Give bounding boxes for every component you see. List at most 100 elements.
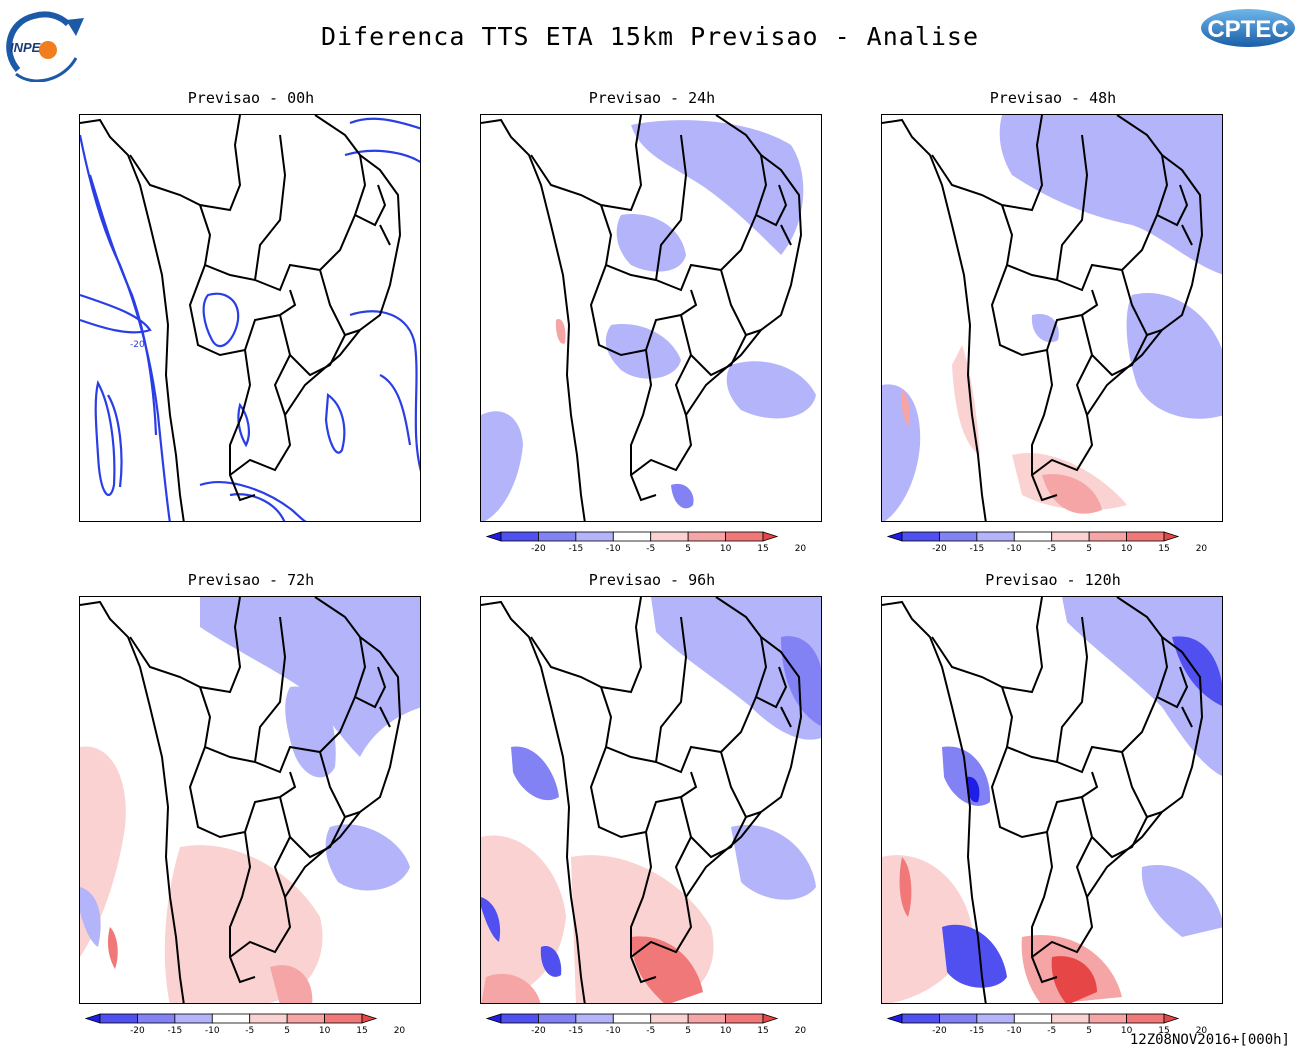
colorbar-tick-label: 5 bbox=[284, 1026, 290, 1036]
shaded-map-96h bbox=[481, 597, 821, 1003]
colorbar-bin bbox=[1126, 1013, 1165, 1024]
colorbar-bin bbox=[612, 531, 652, 542]
colorbar-bin bbox=[612, 1013, 652, 1024]
inpe-logo: INPE bbox=[4, 6, 92, 83]
colorbar-arrow-low bbox=[84, 1013, 101, 1024]
colorbar-tick-label: -15 bbox=[970, 1026, 985, 1036]
colorbar-tick-label: 15 bbox=[757, 544, 768, 554]
colorbar-tick-label: 15 bbox=[757, 1026, 768, 1036]
shaded-map-120h bbox=[882, 597, 1222, 1003]
colorbar-tick-label: 10 bbox=[319, 1026, 331, 1036]
colorbar-tick-label: 15 bbox=[1158, 544, 1169, 554]
colorbar-tick-label: -20 bbox=[531, 1026, 546, 1036]
colorbar-arrow-low bbox=[485, 1013, 502, 1024]
map-panel-96h bbox=[480, 596, 822, 1004]
cptec-logo-text: CPTEC bbox=[1207, 16, 1288, 43]
colorbar-bin bbox=[939, 531, 978, 542]
colorbar-bin bbox=[976, 1013, 1015, 1024]
colorbar-tick-label: -5 bbox=[646, 544, 655, 554]
panel-title-00h: Previsao - 00h bbox=[187, 89, 315, 107]
colorbar-tick-label: 5 bbox=[1086, 544, 1092, 554]
shaded-map-48h bbox=[882, 115, 1222, 521]
colorbar-tick-label: -10 bbox=[606, 1026, 621, 1036]
colorbar-bin bbox=[1088, 1013, 1127, 1024]
colorbar-tick-label: 5 bbox=[685, 1026, 691, 1036]
colorbar-72h: -20 -15 -10 -5 5 10 15 20 bbox=[84, 1012, 405, 1038]
colorbar-tick-label: -20 bbox=[531, 544, 546, 554]
colorbar-96h: -20 -15 -10 -5 5 10 15 20 bbox=[485, 1012, 806, 1038]
colorbar-bin bbox=[650, 531, 689, 542]
colorbar-tick-label: -5 bbox=[245, 1026, 254, 1036]
map-panel-24h bbox=[480, 114, 822, 522]
panel-title-96h: Previsao - 96h bbox=[588, 571, 716, 589]
colorbar-bin bbox=[725, 1013, 764, 1024]
timestamp: 12Z08NOV2016+[000h] bbox=[1129, 1032, 1290, 1048]
colorbar-tick-label: 10 bbox=[720, 1026, 732, 1036]
colorbar-tick-label: -5 bbox=[646, 1026, 655, 1036]
inpe-logo-text: INPE bbox=[10, 40, 41, 55]
panel-title-24h: Previsao - 24h bbox=[588, 89, 716, 107]
contour-label: -20 bbox=[130, 340, 145, 350]
colorbar-tick-label: 20 bbox=[394, 1026, 406, 1036]
colorbar-arrow-low bbox=[485, 531, 502, 542]
colorbar-bin bbox=[538, 1013, 577, 1024]
colorbar-bin bbox=[687, 1013, 726, 1024]
colorbar-arrow-low bbox=[886, 1013, 903, 1024]
colorbar-bin bbox=[324, 1013, 363, 1024]
colorbar-tick-label: 15 bbox=[356, 1026, 367, 1036]
colorbar-arrow-high bbox=[361, 1013, 378, 1024]
colorbar-tick-label: -5 bbox=[1047, 1026, 1056, 1036]
colorbar-tick-label: 20 bbox=[1196, 544, 1208, 554]
colorbar-tick-label: -5 bbox=[1047, 544, 1056, 554]
colorbar-bin bbox=[286, 1013, 325, 1024]
panel-title-72h: Previsao - 72h bbox=[187, 571, 315, 589]
colorbar-120h: -20 -15 -10 -5 5 10 15 20 bbox=[886, 1012, 1207, 1038]
map-panel-00h: -20 bbox=[79, 114, 421, 522]
colorbar-bin bbox=[1126, 531, 1165, 542]
colorbar-tick-label: 10 bbox=[1121, 544, 1133, 554]
colorbar-tick-label: 20 bbox=[1196, 1026, 1208, 1036]
colorbar-bin bbox=[1013, 531, 1053, 542]
colorbar-arrow-high bbox=[762, 1013, 779, 1024]
colorbar-bin bbox=[725, 531, 764, 542]
colorbar-bin bbox=[1013, 1013, 1053, 1024]
colorbar-tick-label: 20 bbox=[795, 1026, 807, 1036]
colorbar-bin bbox=[1051, 1013, 1090, 1024]
colorbar-bin bbox=[901, 1013, 940, 1024]
colorbar-tick-label: -15 bbox=[168, 1026, 183, 1036]
colorbar-arrow-high bbox=[1163, 531, 1180, 542]
cptec-logo: CPTEC bbox=[1200, 8, 1296, 48]
colorbar-bin bbox=[939, 1013, 978, 1024]
panel-title-48h: Previsao - 48h bbox=[989, 89, 1117, 107]
colorbar-tick-label: -15 bbox=[569, 544, 584, 554]
colorbar-arrow-low bbox=[886, 531, 903, 542]
colorbar-bin bbox=[575, 1013, 614, 1024]
colorbar-tick-label: -20 bbox=[932, 1026, 947, 1036]
colorbar-bin bbox=[211, 1013, 251, 1024]
colorbar-arrow-high bbox=[762, 531, 779, 542]
colorbar-tick-label: -20 bbox=[130, 1026, 145, 1036]
colorbar-tick-label: 20 bbox=[795, 544, 807, 554]
colorbar-tick-label: 15 bbox=[1158, 1026, 1169, 1036]
colorbar-tick-label: -15 bbox=[970, 544, 985, 554]
map-panel-72h bbox=[79, 596, 421, 1004]
colorbar-bin bbox=[249, 1013, 288, 1024]
colorbar-bin bbox=[1051, 531, 1090, 542]
colorbar-bin bbox=[575, 531, 614, 542]
colorbar-tick-label: 5 bbox=[1086, 1026, 1092, 1036]
colorbar-tick-label: -10 bbox=[1007, 544, 1022, 554]
colorbar-tick-label: -20 bbox=[932, 544, 947, 554]
colorbar-bin bbox=[500, 1013, 539, 1024]
colorbar-tick-label: 10 bbox=[1121, 1026, 1133, 1036]
colorbar-bin bbox=[99, 1013, 138, 1024]
map-panel-48h bbox=[881, 114, 1223, 522]
colorbar-bin bbox=[976, 531, 1015, 542]
colorbar-bin bbox=[901, 531, 940, 542]
colorbar-tick-label: -15 bbox=[569, 1026, 584, 1036]
colorbar-bin bbox=[538, 531, 577, 542]
colorbar-48h: -20 -15 -10 -5 5 10 15 20 bbox=[886, 530, 1207, 556]
shaded-map-72h bbox=[80, 597, 420, 1003]
colorbar-bin bbox=[137, 1013, 176, 1024]
colorbar-bin bbox=[500, 531, 539, 542]
colorbar-arrow-high bbox=[1163, 1013, 1180, 1024]
